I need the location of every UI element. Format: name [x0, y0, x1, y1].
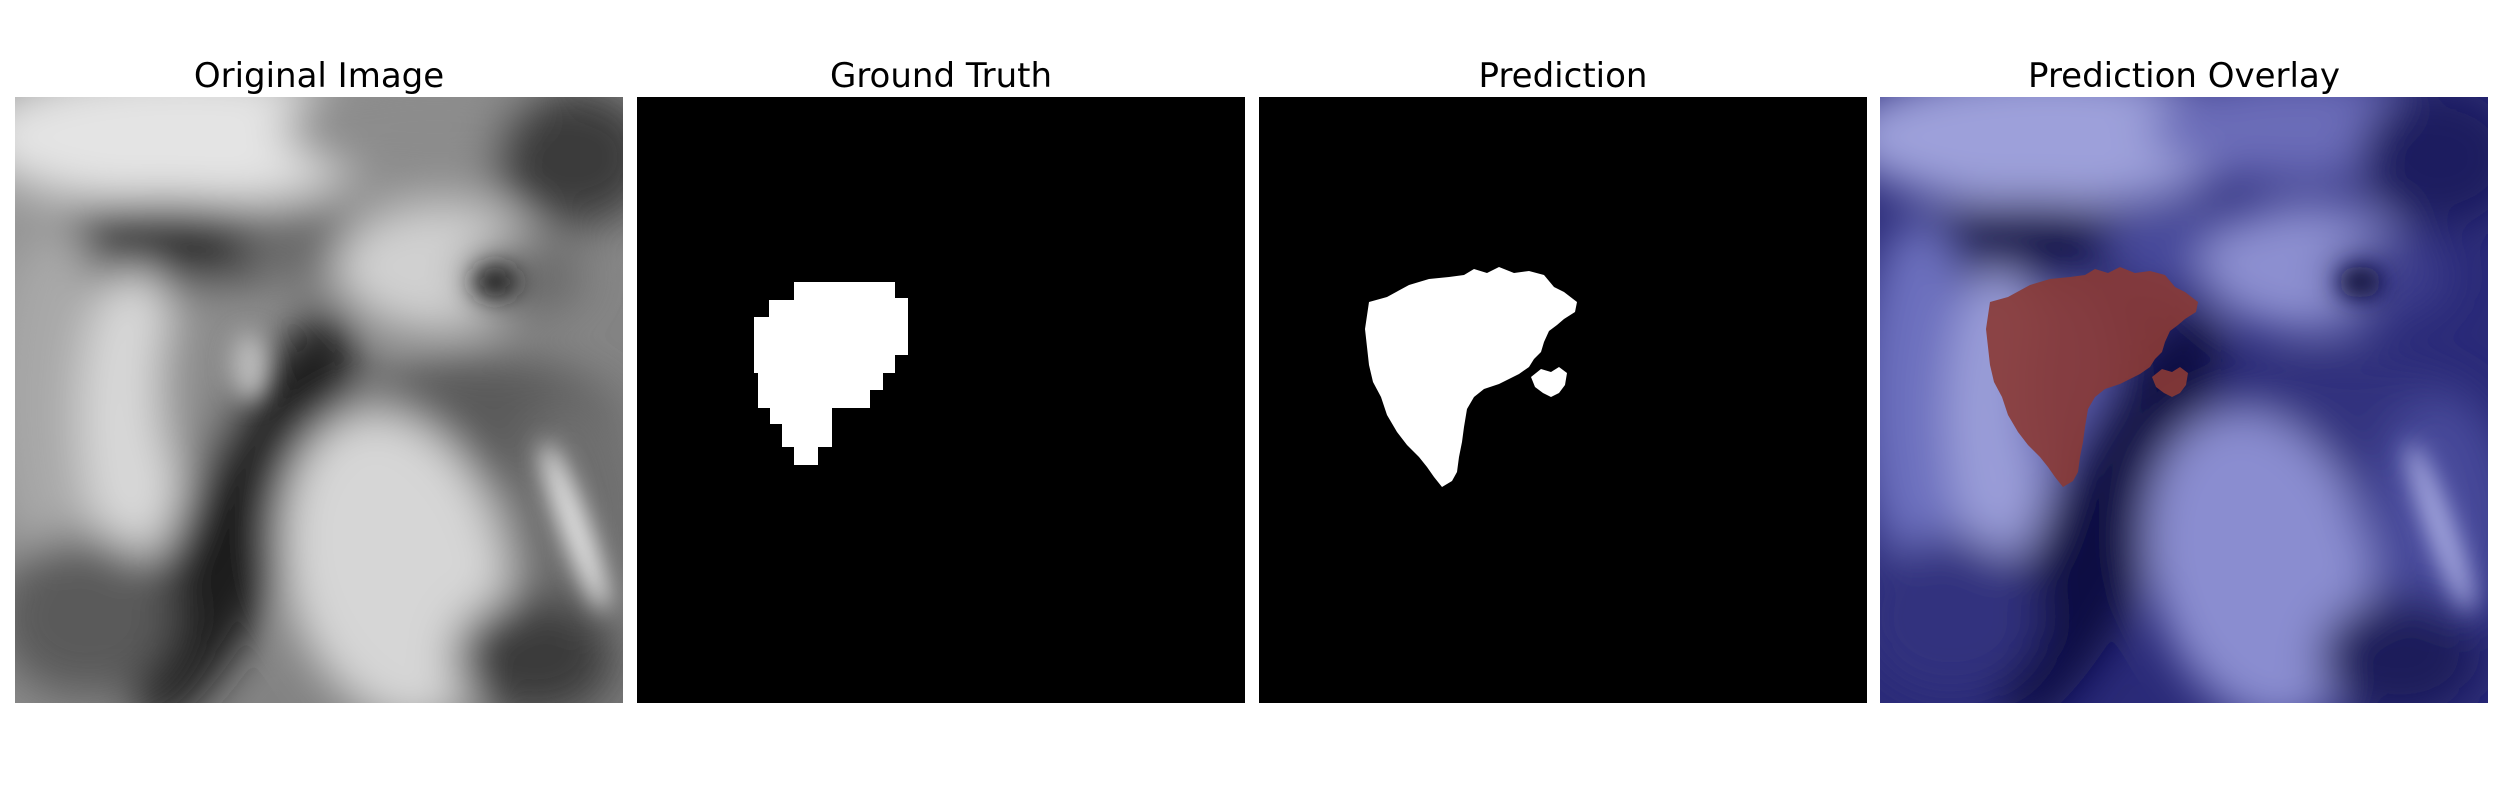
panel-title: Prediction	[1478, 56, 1648, 96]
ground-truth-mask	[637, 97, 1245, 703]
overlay-prediction-region	[1986, 267, 2198, 487]
prediction-mask	[1259, 97, 1867, 703]
panel-prediction: Prediction	[1259, 0, 1867, 800]
panel-title: Original Image	[193, 56, 445, 96]
original-image	[15, 97, 623, 703]
panel-title: Ground Truth	[829, 56, 1053, 96]
panel-prediction-overlay: Prediction Overlay	[1880, 0, 2488, 800]
panel-title: Prediction Overlay	[2028, 56, 2340, 96]
ground-truth-region	[754, 282, 908, 465]
panel-ground-truth: Ground Truth	[637, 0, 1245, 800]
prediction-region	[1365, 267, 1577, 487]
overlay-prediction-region-small	[2152, 367, 2188, 397]
panel-original-image: Original Image	[15, 0, 623, 800]
prediction-overlay-image	[1880, 97, 2488, 703]
prediction-region-small	[1531, 367, 1567, 397]
